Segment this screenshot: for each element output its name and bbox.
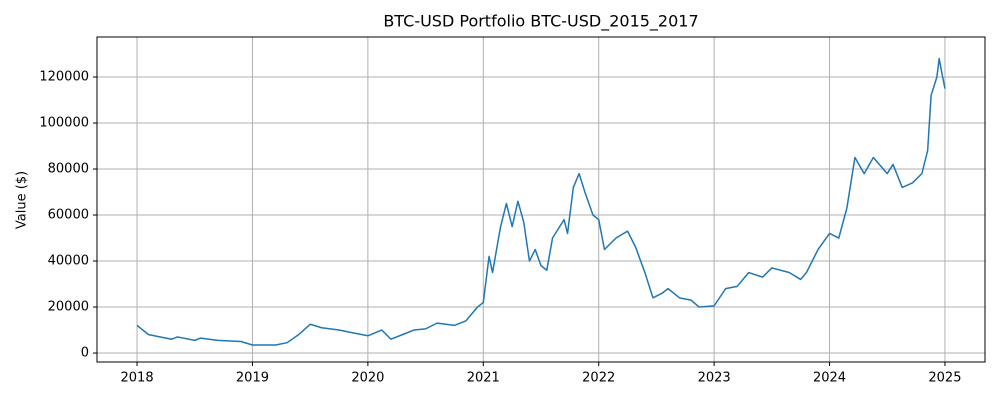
y-tick-label: 120000	[39, 70, 89, 85]
y-tick-label: 0	[81, 346, 89, 361]
y-tick-label: 80000	[48, 162, 89, 177]
x-tick-label: 2021	[467, 371, 500, 386]
data-line	[136, 57, 946, 346]
x-tick-label: 2025	[928, 371, 961, 386]
x-tick-label: 2019	[236, 371, 269, 386]
y-tick-label: 100000	[39, 116, 89, 131]
x-tick-label: 2022	[582, 371, 615, 386]
x-tick-label: 2018	[121, 371, 154, 386]
x-tick-label: 2020	[351, 371, 384, 386]
x-tick-label: 2024	[813, 371, 846, 386]
y-axis-label: Value ($)	[15, 171, 30, 229]
chart-title: BTC-USD Portfolio BTC-USD_2015_2017	[383, 12, 698, 32]
y-tick-label: 60000	[48, 208, 89, 223]
plot-frame	[96, 36, 986, 363]
x-tick-label: 2023	[698, 371, 731, 386]
y-tick-label: 20000	[48, 300, 89, 315]
y-tick-label: 40000	[48, 254, 89, 269]
